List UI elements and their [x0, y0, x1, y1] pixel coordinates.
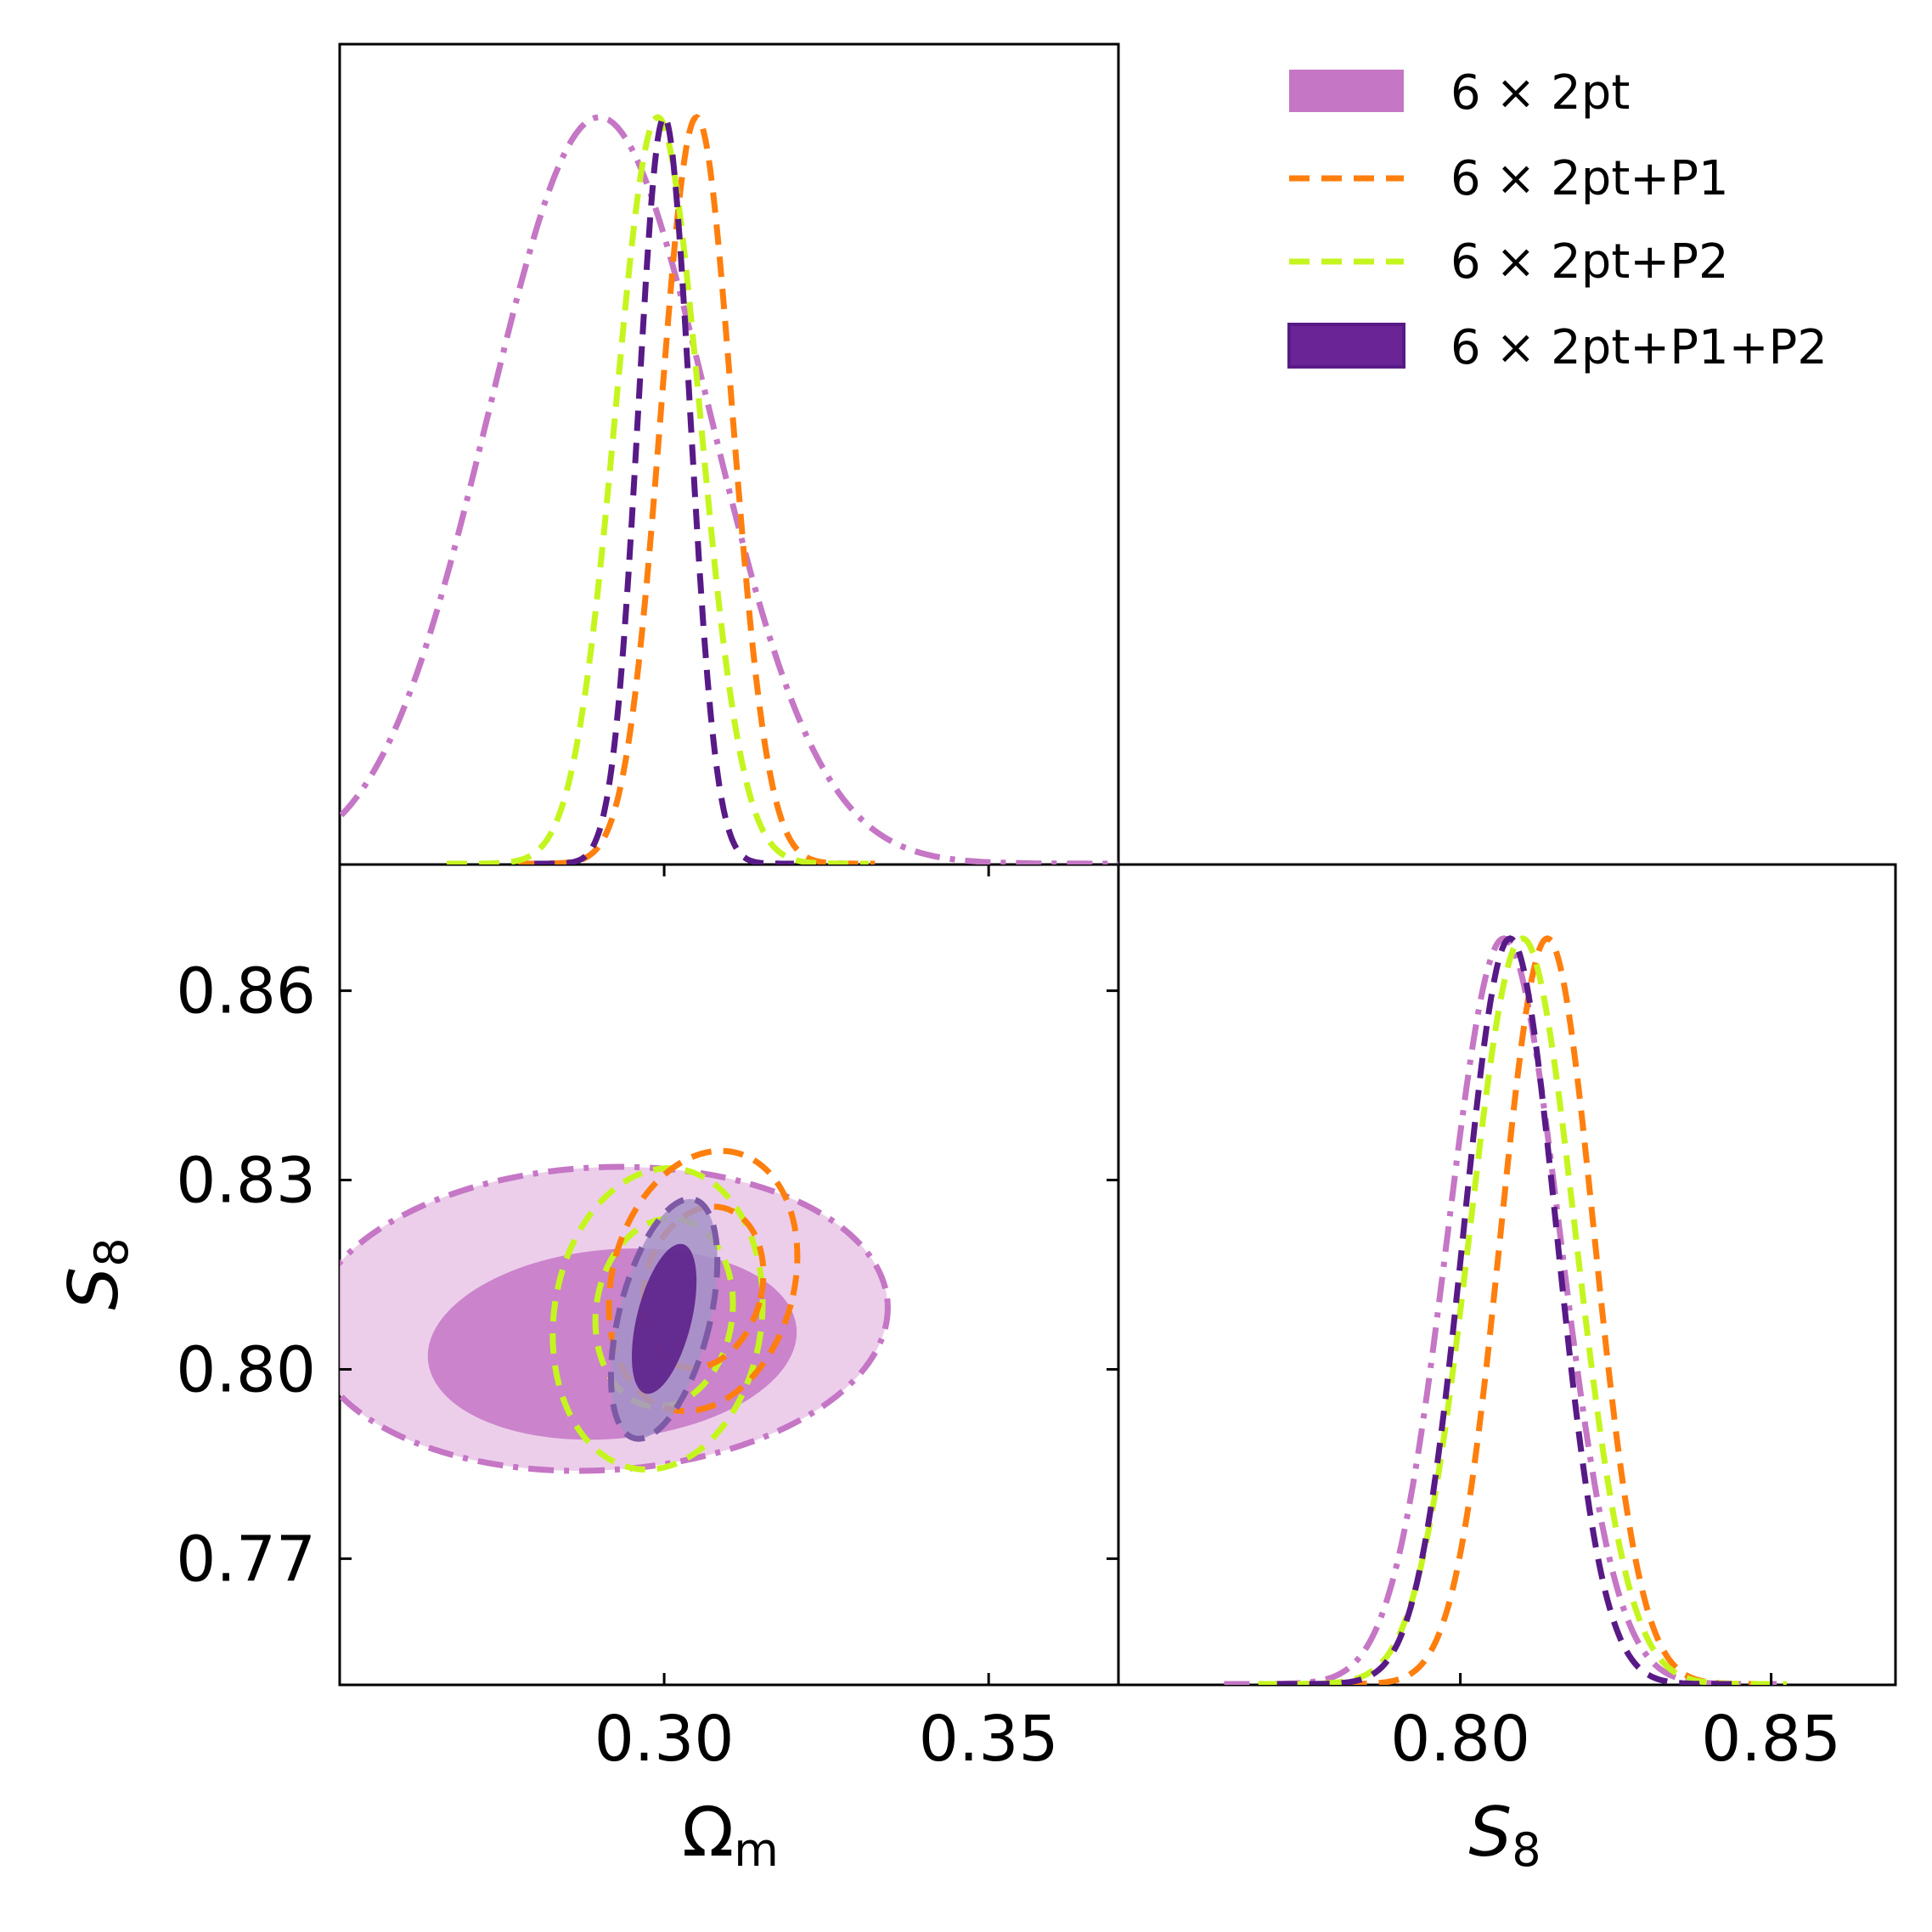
contour-6-x-2pt-p2-68: [592, 1215, 736, 1411]
s8-tick-label: 0.86: [176, 955, 316, 1028]
legend-entry-6x2pt-p1-p2: 6 × 2pt+P1+P2: [1287, 320, 1828, 375]
s8-marginal-6-x-2pt-p1-p2: [1276, 935, 1743, 1685]
legend-label-6x2pt: 6 × 2pt: [1450, 65, 1630, 121]
x-axis-label-om: Ωm: [682, 1793, 779, 1877]
s8-diag-tick-label: 0.85: [1701, 1703, 1841, 1776]
legend-label-6x2pt-p2: 6 × 2pt+P2: [1450, 234, 1729, 290]
om-marginal-6-x-2pt-p2: [447, 114, 869, 865]
om-tick-label: 0.30: [594, 1703, 735, 1776]
legend-label-6x2pt-p1-p2: 6 × 2pt+P1+P2: [1450, 320, 1828, 375]
om-marginal-6-x-2pt-p1-p2: [534, 113, 794, 865]
panel-s8-marginal: [1117, 863, 1897, 1687]
om-tick-label: 0.35: [919, 1703, 1059, 1776]
s8-marginal-6-x-2pt: [1224, 935, 1784, 1685]
s8-marginal-curves: [1224, 935, 1787, 1685]
s8-marginal-6-x-2pt-p1: [1314, 935, 1781, 1685]
s8-tick-label: 0.80: [176, 1333, 316, 1406]
om-marginal-curves: [340, 113, 1118, 865]
legend-swatch-6x2pt: [1289, 70, 1404, 112]
y-axis-label-s8: S8: [54, 1237, 138, 1310]
legend-entry-6x2pt-p1: 6 × 2pt+P1: [1289, 151, 1729, 206]
contour-layer: [340, 1147, 891, 1474]
s8-marginal-6-x-2pt-p2: [1258, 935, 1787, 1685]
s8-tick-label: 0.77: [176, 1523, 316, 1596]
contour-6-x-2pt-p1-p2-68: [631, 1243, 697, 1394]
s8-tick-label: 0.83: [176, 1145, 316, 1218]
legend-swatch-6x2pt-p1-p2: [1287, 323, 1405, 369]
s8-diag-tick-label: 0.80: [1390, 1703, 1530, 1776]
legend: 6 × 2pt 6 × 2pt+P1 6 × 2pt+P2 6 × 2pt+P1…: [1287, 65, 1828, 375]
legend-entry-6x2pt-p2: 6 × 2pt+P2: [1289, 234, 1729, 290]
axis-ticks: 0.30 0.35 0.77 0.80 0.83 0.86 0.80 0.85: [176, 865, 1841, 1776]
panel-om-marginal: [338, 42, 1120, 866]
x-axis-label-s8: S8: [1468, 1793, 1541, 1877]
legend-entry-6x2pt: 6 × 2pt: [1289, 65, 1630, 121]
legend-label-6x2pt-p1: 6 × 2pt+P1: [1450, 151, 1729, 206]
contour-6-x-2pt-p2-95: [549, 1165, 766, 1473]
om-marginal-6-x-2pt: [340, 114, 1118, 865]
